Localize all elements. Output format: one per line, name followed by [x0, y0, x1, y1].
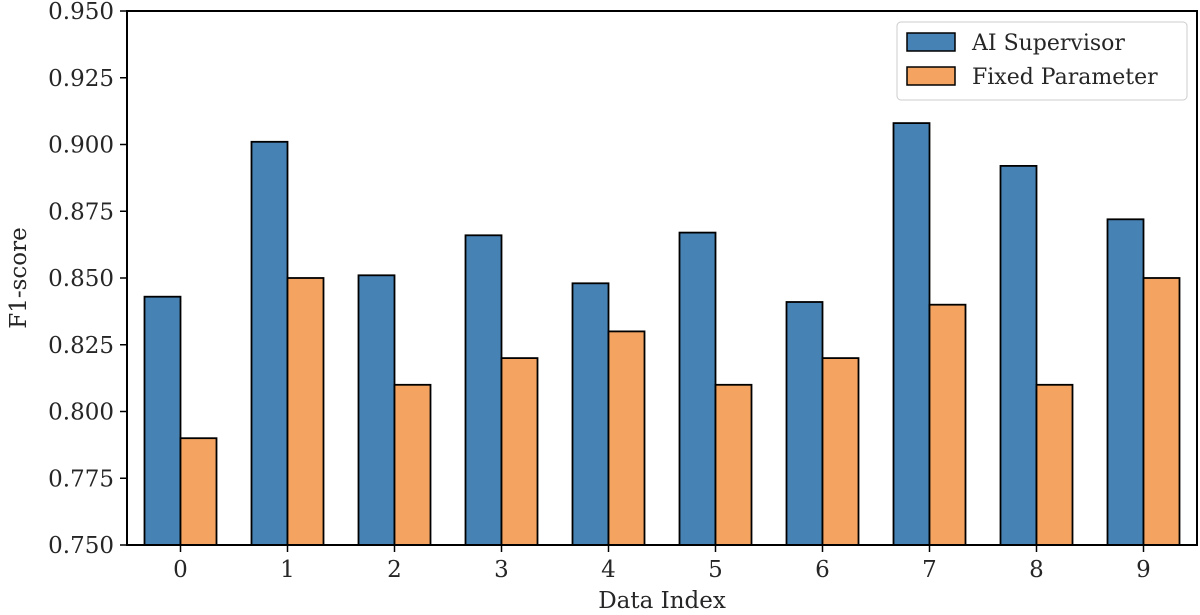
bar-ai-supervisor-5: [678, 231, 717, 546]
y-tick-label: 0.875: [48, 199, 114, 225]
legend: AI Supervisor Fixed Parameter: [896, 21, 1188, 101]
legend-label-ai-supervisor: AI Supervisor: [971, 31, 1125, 56]
bar-fixed-parameter-0: [179, 437, 218, 546]
y-tick-label: 0.800: [48, 400, 114, 426]
bar-ai-supervisor-8: [999, 164, 1038, 546]
bar-ai-supervisor-9: [1106, 218, 1145, 546]
y-tick-label: 0.925: [48, 66, 114, 92]
legend-label-fixed-parameter: Fixed Parameter: [972, 65, 1158, 90]
bar-ai-supervisor-7: [892, 122, 931, 546]
x-tick-label: 9: [1136, 557, 1151, 583]
bar-fixed-parameter-3: [500, 357, 539, 546]
x-tick-label: 4: [601, 557, 616, 583]
x-tick-label: 5: [708, 557, 723, 583]
y-tick-label: 0.850: [48, 266, 114, 292]
bar-fixed-parameter-7: [928, 303, 967, 546]
y-tick-label: 0.825: [48, 333, 114, 359]
bar-ai-supervisor-6: [785, 301, 824, 546]
bar-fixed-parameter-8: [1035, 383, 1074, 546]
bar-ai-supervisor-0: [143, 295, 182, 546]
bar-ai-supervisor-1: [250, 140, 289, 546]
y-axis-label: F1-score: [6, 227, 32, 329]
y-tick-label: 0.900: [48, 133, 114, 159]
bar-fixed-parameter-6: [821, 357, 860, 546]
bar-fixed-parameter-1: [286, 277, 325, 546]
bar-fixed-parameter-5: [714, 383, 753, 546]
x-tick-label: 3: [494, 557, 509, 583]
bar-fixed-parameter-2: [393, 383, 432, 546]
x-ticks: 0 1 2 3 4 5 6 7 8 9: [173, 545, 1151, 583]
x-tick-label: 1: [280, 557, 295, 583]
legend-swatch-fixed-parameter: [906, 66, 956, 86]
bar-fixed-parameter-9: [1142, 277, 1181, 546]
y-tick-label: 0.775: [48, 466, 114, 492]
x-tick-label: 7: [922, 557, 937, 583]
x-tick-label: 2: [387, 557, 402, 583]
x-tick-label: 6: [815, 557, 830, 583]
legend-swatch-ai-supervisor: [906, 32, 956, 52]
bar-fixed-parameter-4: [607, 330, 646, 546]
bar-ai-supervisor-4: [571, 282, 610, 546]
legend-box: [896, 21, 1188, 101]
y-ticks: 0.750 0.775 0.800 0.825 0.850 0.875 0.900 0.925…: [48, 0, 127, 559]
x-tick-label: 8: [1029, 557, 1044, 583]
y-tick-label: 0.750: [48, 533, 114, 559]
x-tick-label: 0: [173, 557, 188, 583]
bar-ai-supervisor-3: [464, 234, 503, 546]
x-axis-label: Data Index: [598, 588, 726, 611]
bars-layer: [143, 122, 1181, 546]
bar-ai-supervisor-2: [357, 274, 396, 546]
y-tick-label: 0.950: [48, 0, 114, 25]
